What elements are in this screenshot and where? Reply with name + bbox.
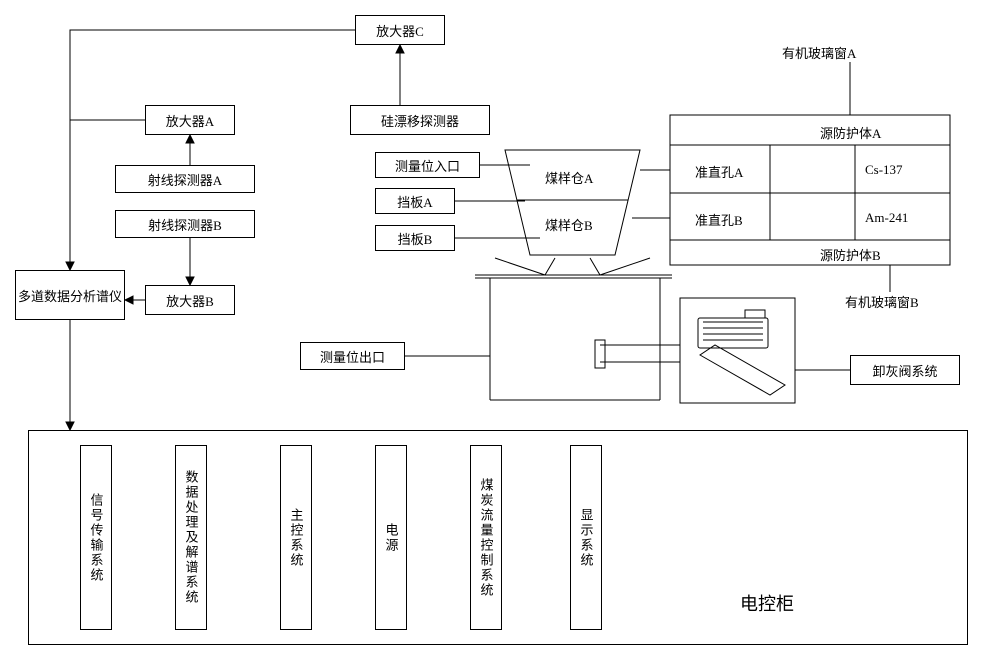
detector-a-label: 射线探测器A [148, 170, 222, 189]
cab-m4: 电源 [375, 445, 407, 630]
cab-m1-label: 信号传输系统 [87, 493, 106, 583]
collimator-b-label: 准直孔B [695, 210, 743, 229]
si-drift-label: 硅漂移探测器 [381, 111, 459, 130]
detector-b-box: 射线探测器B [115, 210, 255, 238]
shield-b-label: 源防护体B [820, 245, 881, 264]
amp-a-label: 放大器A [166, 111, 214, 130]
baffle-b-box: 挡板B [375, 225, 455, 251]
amp-b-label: 放大器B [166, 291, 214, 310]
detector-a-box: 射线探测器A [115, 165, 255, 193]
cabinet-title: 电控柜 [740, 590, 794, 616]
detector-b-label: 射线探测器B [148, 215, 222, 234]
analyzer-label: 多道数据分析谱仪 [18, 286, 122, 305]
amp-c-label: 放大器C [376, 21, 424, 40]
plexi-b-label: 有机玻璃窗B [845, 292, 919, 311]
shield-a-label: 源防护体A [820, 123, 881, 142]
cab-m1: 信号传输系统 [80, 445, 112, 630]
coal-bin-b-label: 煤样仓B [545, 215, 593, 234]
baffle-a-box: 挡板A [375, 188, 455, 214]
amp-a-box: 放大器A [145, 105, 235, 135]
inlet-label: 测量位入口 [395, 156, 460, 175]
ash-valve-label: 卸灰阀系统 [872, 361, 937, 380]
amp-b-box: 放大器B [145, 285, 235, 315]
cab-m4-label: 电源 [382, 523, 401, 553]
cab-m6: 显示系统 [570, 445, 602, 630]
cab-m6-label: 显示系统 [577, 508, 596, 568]
collimator-a-label: 准直孔A [695, 162, 743, 181]
inlet-box: 测量位入口 [375, 152, 480, 178]
baffle-b-label: 挡板B [398, 229, 433, 248]
am241-label: Am-241 [865, 210, 908, 226]
cab-m3-label: 主控系统 [287, 508, 306, 568]
cab-m5-label: 煤炭流量控制系统 [477, 478, 496, 598]
outlet-label: 测量位出口 [320, 347, 385, 366]
cab-m3: 主控系统 [280, 445, 312, 630]
amp-c-box: 放大器C [355, 15, 445, 45]
coal-bin-a-label: 煤样仓A [545, 168, 593, 187]
cs137-label: Cs-137 [865, 162, 903, 178]
si-drift-box: 硅漂移探测器 [350, 105, 490, 135]
cab-m2: 数据处理及解谱系统 [175, 445, 207, 630]
baffle-a-label: 挡板A [397, 192, 432, 211]
cab-m2-label: 数据处理及解谱系统 [182, 470, 201, 605]
ash-valve-box: 卸灰阀系统 [850, 355, 960, 385]
analyzer-box: 多道数据分析谱仪 [15, 270, 125, 320]
cab-m5: 煤炭流量控制系统 [470, 445, 502, 630]
plexi-a-label: 有机玻璃窗A [782, 43, 856, 62]
outlet-box: 测量位出口 [300, 342, 405, 370]
